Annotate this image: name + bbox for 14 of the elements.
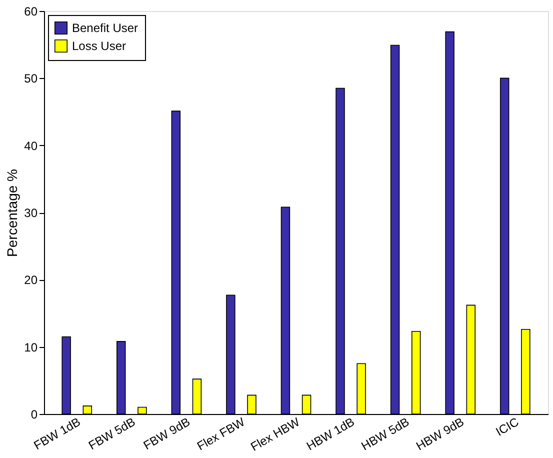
x-tick-label: FBW 9dB — [140, 414, 192, 453]
y-tick-label: 20 — [24, 273, 38, 288]
y-tick-label: 40 — [24, 138, 38, 153]
y-tick-label: 0 — [30, 408, 38, 422]
y-tick-label: 50 — [24, 72, 38, 86]
x-tick-label: FBW 5dB — [86, 414, 138, 453]
y-axis-title: Percentage % — [4, 169, 20, 257]
legend-label: Loss User — [72, 39, 126, 53]
legend-label: Benefit User — [72, 21, 138, 35]
y-tick-label: 60 — [24, 4, 38, 18]
y-tick-label: 30 — [24, 206, 38, 220]
y-tick-label: 10 — [24, 340, 38, 354]
x-tick-label: ICIC — [493, 414, 522, 439]
x-tick-label: Flex FBW — [194, 414, 248, 454]
